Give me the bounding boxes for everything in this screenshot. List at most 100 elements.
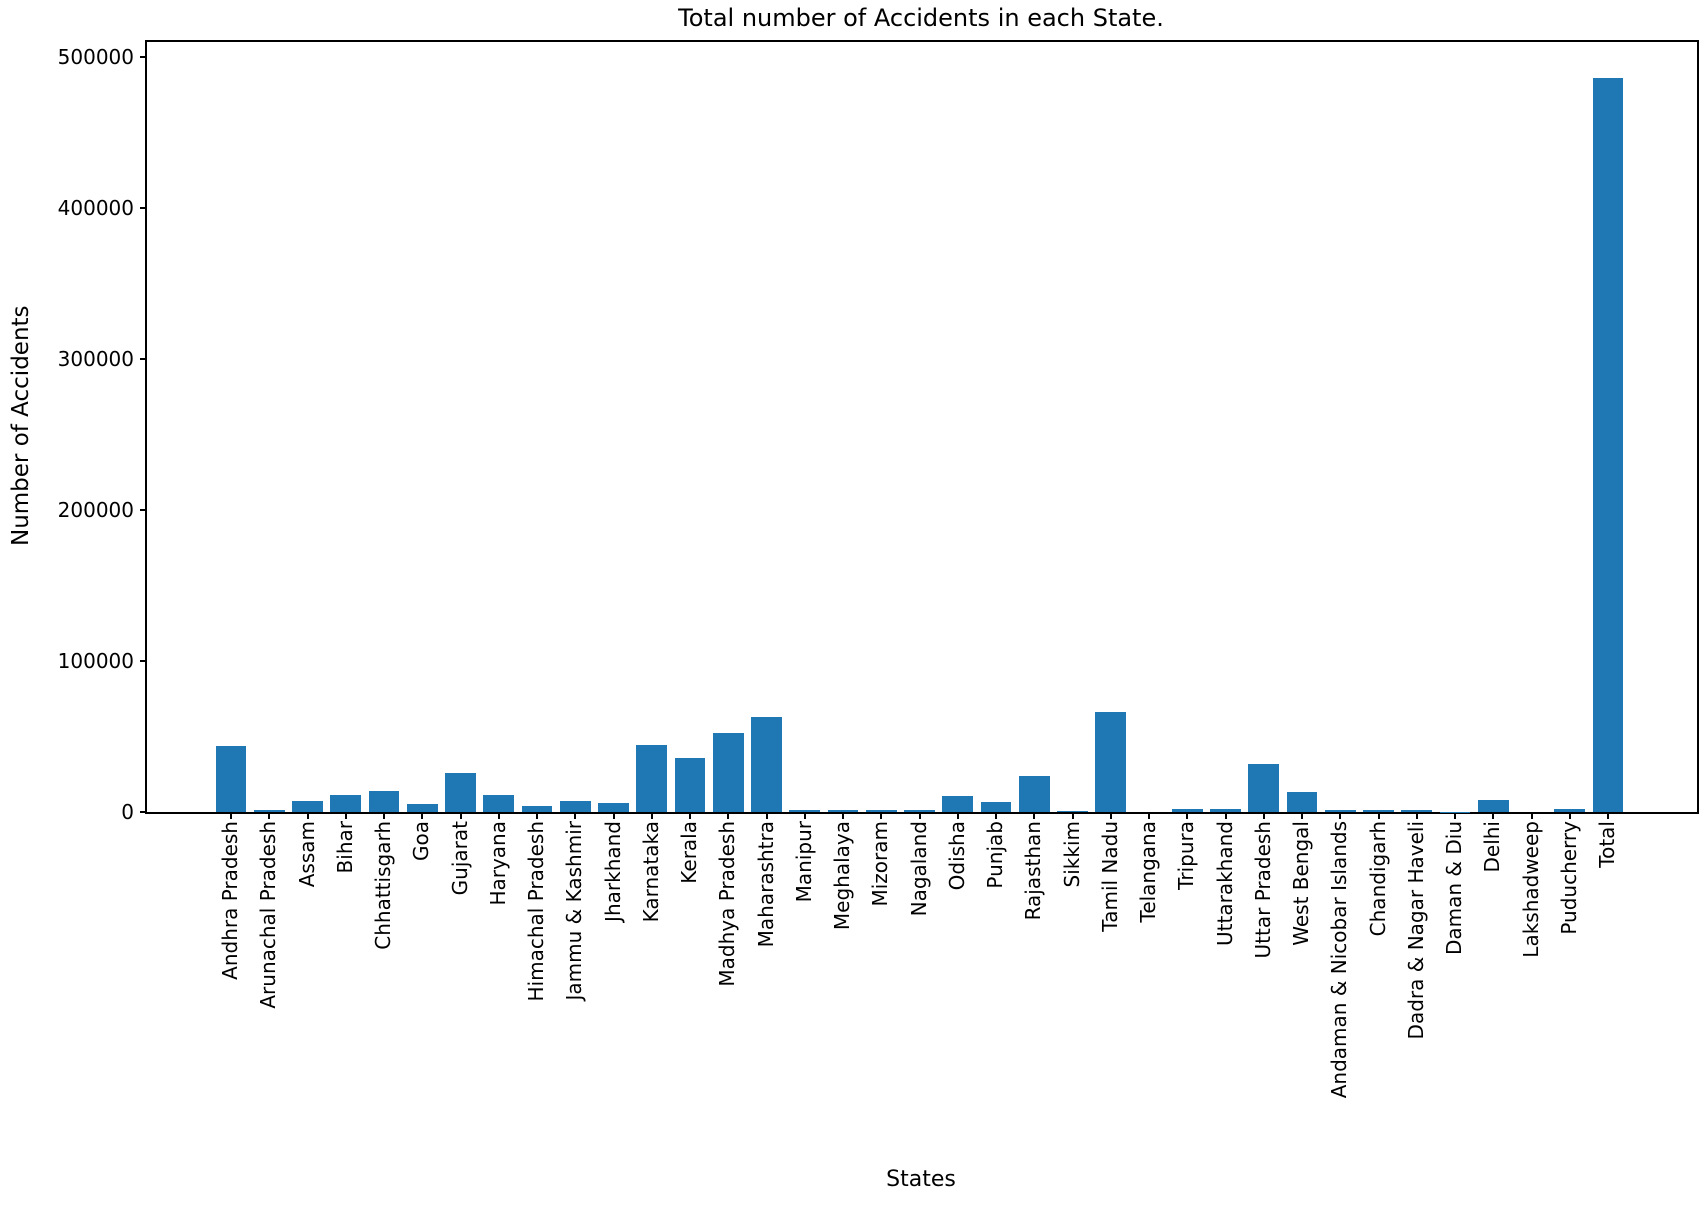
x-tick-mark (803, 814, 806, 819)
x-tick-label-chandigarh: Chandigarh (1365, 821, 1390, 937)
y-tick-mark (140, 358, 145, 361)
bar-jharkhand (598, 802, 629, 812)
x-tick-mark (842, 814, 844, 819)
x-tick-mark (268, 814, 271, 819)
x-tick-label-delhi: Delhi (1480, 821, 1505, 873)
x-tick-label-andhra-pradesh: Andhra Pradesh (218, 821, 242, 980)
bar-delhi (1477, 799, 1509, 812)
x-tick-mark (1186, 814, 1189, 819)
bar-chandigarh (1363, 810, 1394, 812)
y-tick-mark (140, 56, 145, 59)
x-tick-mark (536, 814, 538, 819)
bar-arunachal-pradesh (253, 810, 285, 812)
x-tick-mark (995, 814, 997, 819)
x-axis-label: States (886, 1167, 956, 1192)
y-tick-mark (140, 811, 145, 813)
x-tick-label-puducherry: Puducherry (1556, 821, 1581, 935)
x-tick-mark (880, 814, 883, 819)
x-tick-mark (1224, 814, 1227, 819)
x-tick-label-tripura: Tripura (1174, 821, 1199, 890)
x-tick-mark (727, 814, 730, 819)
x-tick-label-total: Total (1595, 821, 1619, 868)
x-tick-mark (650, 814, 653, 819)
x-tick-mark (344, 814, 347, 819)
x-tick-label-odisha: Odisha (944, 821, 969, 891)
x-tick-label-jammu-kashmir: Jammu & Kashmir (562, 821, 587, 1001)
x-tick-label-kerala: Kerala (677, 821, 701, 884)
y-tick-label-400000: 400000 (57, 196, 134, 221)
y-tick-label-300000: 300000 (57, 347, 134, 372)
x-tick-mark (918, 814, 921, 819)
x-tick-label-meghalaya: Meghalaya (830, 821, 854, 931)
bar-sikkim (1057, 810, 1088, 812)
plot-area (145, 40, 1699, 814)
bar-maharashtra (751, 716, 782, 812)
y-tick-label-0: 0 (121, 800, 134, 824)
x-tick-mark (421, 814, 424, 819)
bar-gujarat (445, 772, 476, 812)
y-tick-label-200000: 200000 (57, 498, 134, 523)
x-tick-label-himachal-pradesh: Himachal Pradesh (524, 821, 548, 1002)
x-tick-mark (1492, 814, 1495, 819)
x-tick-label-goa: Goa (409, 821, 434, 861)
x-tick-label-andaman-nicobar-islands: Andaman & Nicobar Islands (1327, 821, 1352, 1099)
x-tick-mark (574, 814, 577, 819)
y-tick-mark (140, 509, 145, 512)
x-tick-label-bihar: Bihar (332, 821, 357, 874)
x-tick-mark (230, 814, 232, 819)
x-tick-label-sikkim: Sikkim (1059, 821, 1084, 888)
x-tick-mark (1109, 814, 1112, 819)
x-tick-mark (1033, 814, 1036, 819)
x-tick-label-uttarakhand: Uttarakhand (1212, 821, 1237, 946)
x-tick-mark (459, 814, 462, 819)
x-tick-label-assam: Assam (294, 821, 319, 888)
bar-tripura (1171, 809, 1203, 812)
x-tick-mark (956, 814, 959, 819)
x-tick-mark (765, 814, 768, 819)
bar-haryana (483, 795, 515, 812)
bar-assam (292, 800, 323, 812)
x-tick-mark (1454, 814, 1456, 819)
bar-himachal-pradesh (521, 805, 553, 812)
x-tick-mark (1262, 814, 1265, 819)
x-tick-label-tamil-nadu: Tamil Nadu (1097, 821, 1122, 932)
bar-puducherry (1554, 808, 1586, 812)
bar-meghalaya (827, 809, 859, 812)
x-tick-mark (1568, 814, 1571, 819)
x-tick-mark (1148, 814, 1150, 819)
bar-uttarakhand (1210, 808, 1241, 812)
x-tick-mark (1415, 814, 1418, 819)
bar-kerala (674, 757, 706, 812)
bar-manipur (789, 810, 821, 812)
bar-andaman-nicobar-islands (1324, 810, 1356, 812)
x-tick-label-haryana: Haryana (485, 821, 510, 906)
bar-chhattisgarh (368, 790, 400, 812)
bar-karnataka (636, 745, 668, 812)
x-tick-label-maharashtra: Maharashtra (753, 821, 778, 948)
x-tick-mark (497, 814, 500, 819)
x-tick-label-karnataka: Karnataka (638, 821, 663, 923)
x-tick-label-punjab: Punjab (983, 821, 1007, 889)
x-tick-mark (1530, 814, 1533, 819)
x-tick-mark (1339, 814, 1342, 819)
x-tick-label-lakshadweep: Lakshadweep (1518, 821, 1543, 958)
x-tick-mark (612, 814, 615, 819)
bar-tamil-nadu (1095, 711, 1127, 812)
x-tick-label-mizoram: Mizoram (868, 821, 893, 907)
x-tick-label-arunachal-pradesh: Arunachal Pradesh (256, 821, 281, 1009)
bar-odisha (942, 796, 974, 812)
x-tick-label-chhattisgarh: Chhattisgarh (371, 821, 395, 950)
x-tick-mark (1607, 814, 1609, 819)
bar-andhra-pradesh (215, 746, 247, 812)
x-tick-label-gujarat: Gujarat (447, 821, 472, 896)
bar-mizoram (865, 810, 897, 812)
bar-bihar (330, 795, 362, 812)
x-tick-label-uttar-pradesh: Uttar Pradesh (1250, 821, 1275, 959)
bar-total (1592, 77, 1624, 812)
x-tick-label-jharkhand: Jharkhand (600, 821, 625, 922)
x-tick-mark (1301, 814, 1303, 819)
bar-punjab (980, 801, 1012, 812)
x-tick-mark (383, 814, 385, 819)
x-tick-label-rajasthan: Rajasthan (1021, 821, 1046, 921)
bar-uttar-pradesh (1248, 764, 1280, 812)
